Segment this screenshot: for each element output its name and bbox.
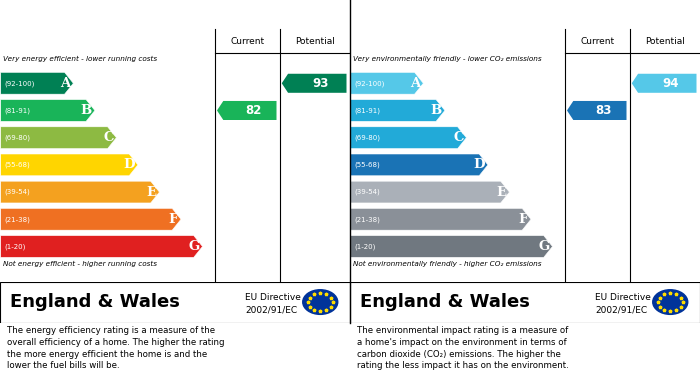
Polygon shape (281, 74, 346, 93)
Polygon shape (351, 127, 466, 149)
Text: D: D (124, 158, 135, 171)
Text: Current: Current (580, 37, 615, 46)
Ellipse shape (302, 290, 337, 314)
Text: Not environmentally friendly - higher CO₂ emissions: Not environmentally friendly - higher CO… (353, 261, 541, 267)
Text: 2002/91/EC: 2002/91/EC (245, 306, 297, 315)
Text: (55-68): (55-68) (354, 161, 380, 168)
Text: EU Directive: EU Directive (245, 292, 301, 301)
Text: (81-91): (81-91) (354, 107, 380, 114)
Text: A: A (60, 77, 71, 90)
Polygon shape (1, 127, 116, 149)
Text: (39-54): (39-54) (354, 189, 380, 196)
Text: Very energy efficient - lower running costs: Very energy efficient - lower running co… (3, 56, 157, 62)
Text: Environmental Impact (CO₂) Rating: Environmental Impact (CO₂) Rating (358, 8, 605, 21)
Text: B: B (80, 104, 92, 117)
Text: Very environmentally friendly - lower CO₂ emissions: Very environmentally friendly - lower CO… (353, 56, 541, 62)
Text: G: G (188, 240, 199, 253)
Text: A: A (410, 77, 421, 90)
Text: Energy Efficiency Rating: Energy Efficiency Rating (8, 8, 181, 21)
Text: B: B (430, 104, 442, 117)
Polygon shape (1, 236, 202, 257)
FancyBboxPatch shape (350, 282, 700, 323)
Polygon shape (567, 101, 626, 120)
Text: E: E (496, 186, 507, 199)
Polygon shape (1, 100, 95, 121)
Text: 82: 82 (245, 104, 262, 117)
Text: (92-100): (92-100) (4, 80, 34, 86)
FancyBboxPatch shape (0, 282, 350, 323)
Text: Not energy efficient - higher running costs: Not energy efficient - higher running co… (3, 261, 157, 267)
Text: (92-100): (92-100) (354, 80, 384, 86)
Polygon shape (1, 72, 74, 94)
Polygon shape (351, 100, 445, 121)
Text: 94: 94 (662, 77, 679, 90)
Polygon shape (1, 208, 181, 230)
Text: (1-20): (1-20) (4, 243, 26, 250)
Text: Potential: Potential (645, 37, 685, 46)
Text: C: C (103, 131, 113, 144)
Text: (81-91): (81-91) (4, 107, 30, 114)
Text: F: F (519, 213, 528, 226)
Text: D: D (474, 158, 485, 171)
Text: The environmental impact rating is a measure of
a home's impact on the environme: The environmental impact rating is a mea… (357, 326, 568, 370)
Polygon shape (631, 74, 696, 93)
Polygon shape (1, 181, 160, 203)
Polygon shape (1, 154, 138, 176)
Polygon shape (351, 154, 488, 176)
Text: 2002/91/EC: 2002/91/EC (595, 306, 647, 315)
Text: (21-38): (21-38) (354, 216, 380, 222)
Text: (69-80): (69-80) (4, 135, 30, 141)
Text: C: C (453, 131, 463, 144)
Text: Potential: Potential (295, 37, 335, 46)
Text: (21-38): (21-38) (4, 216, 30, 222)
Text: England & Wales: England & Wales (360, 293, 531, 311)
Text: 83: 83 (595, 104, 612, 117)
Text: (39-54): (39-54) (4, 189, 30, 196)
Text: (1-20): (1-20) (354, 243, 376, 250)
Text: The energy efficiency rating is a measure of the
overall efficiency of a home. T: The energy efficiency rating is a measur… (7, 326, 225, 370)
Polygon shape (351, 181, 510, 203)
Ellipse shape (652, 290, 687, 314)
Text: EU Directive: EU Directive (595, 292, 651, 301)
Text: (55-68): (55-68) (4, 161, 30, 168)
Text: Current: Current (230, 37, 265, 46)
Text: England & Wales: England & Wales (10, 293, 181, 311)
Polygon shape (351, 72, 424, 94)
Text: 93: 93 (313, 77, 329, 90)
Text: G: G (538, 240, 550, 253)
Polygon shape (217, 101, 276, 120)
Text: E: E (146, 186, 157, 199)
Text: F: F (169, 213, 178, 226)
Polygon shape (351, 208, 531, 230)
Polygon shape (351, 236, 552, 257)
Text: (69-80): (69-80) (354, 135, 380, 141)
